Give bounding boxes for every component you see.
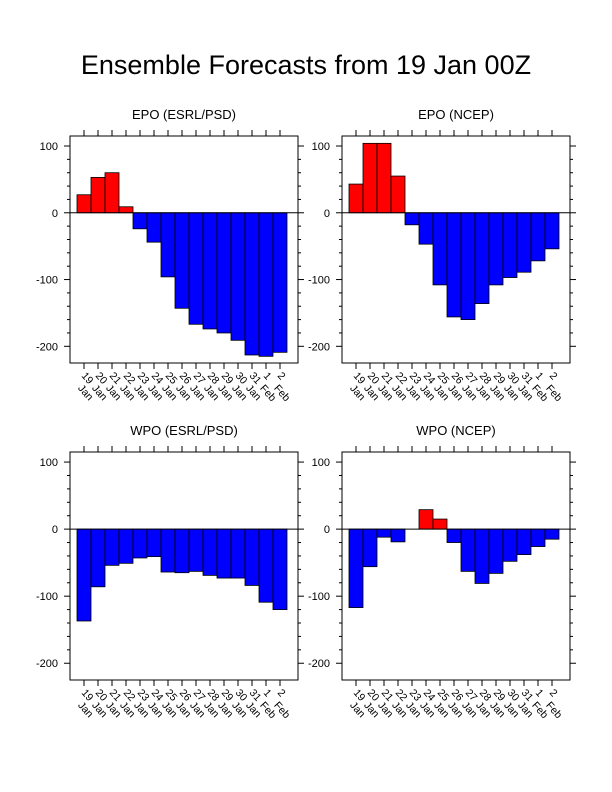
panel-title: EPO (ESRL/PSD) (132, 107, 236, 122)
y-tick-label: -200 (308, 341, 330, 353)
bar (174, 212, 190, 309)
bar (104, 172, 120, 214)
y-tick-label: 100 (312, 141, 330, 153)
bar (446, 528, 462, 543)
bar (90, 528, 106, 588)
bar (502, 212, 518, 278)
bar (174, 528, 190, 574)
bar (146, 528, 162, 558)
bar (418, 509, 434, 530)
bar (202, 212, 218, 330)
bar (516, 212, 532, 273)
bar (272, 528, 288, 610)
bar (362, 142, 378, 214)
plot-frame (341, 135, 571, 364)
y-tick-label: 0 (52, 524, 58, 536)
bar (104, 528, 120, 566)
bar (530, 212, 546, 262)
bar (132, 212, 148, 230)
panel-title: WPO (NCEP) (416, 423, 495, 438)
bar (474, 212, 490, 304)
bar (390, 528, 406, 543)
bar (544, 212, 560, 250)
bar (530, 528, 546, 547)
bar (188, 212, 204, 325)
bar (516, 528, 532, 556)
plot-frame (69, 451, 299, 681)
bar (76, 528, 92, 622)
bar (90, 176, 106, 214)
y-tick-label: -200 (36, 341, 58, 353)
bar (544, 528, 560, 540)
bar (118, 206, 134, 214)
bar (160, 212, 176, 278)
bar (432, 212, 448, 286)
bar (244, 528, 260, 586)
bar (432, 518, 448, 530)
panel-title: EPO (NCEP) (418, 107, 494, 122)
panel-epo-esrl: EPO (ESRL/PSD)1000-100-20019Jan20Jan21Ja… (36, 107, 304, 404)
bar (502, 528, 518, 562)
y-tick-label: -100 (308, 591, 330, 603)
bar (362, 528, 378, 568)
bar (474, 528, 490, 584)
bar (258, 212, 274, 357)
bar (404, 212, 420, 226)
bar (118, 528, 134, 564)
bar (230, 212, 246, 341)
bar (230, 528, 246, 579)
bar (348, 528, 364, 608)
bar (188, 528, 204, 572)
panel-wpo-esrl: WPO (ESRL/PSD)1000-100-20019Jan20Jan21Ja… (36, 423, 304, 721)
bar (216, 212, 232, 334)
bar (460, 212, 476, 321)
bar (216, 528, 232, 579)
y-tick-label: 0 (52, 208, 58, 220)
y-tick-label: 0 (324, 524, 330, 536)
bar (202, 528, 218, 576)
y-tick-label: -200 (36, 658, 58, 670)
bar (376, 142, 392, 214)
y-tick-label: 100 (312, 457, 330, 469)
bar (132, 528, 148, 559)
y-tick-label: 0 (324, 208, 330, 220)
bar (488, 212, 504, 286)
y-tick-label: 100 (40, 457, 58, 469)
panel-title: WPO (ESRL/PSD) (130, 423, 238, 438)
plot-frame (69, 135, 299, 364)
y-tick-label: -200 (308, 658, 330, 670)
y-tick-label: -100 (36, 591, 58, 603)
bar (258, 528, 274, 603)
bar (418, 212, 434, 245)
bar (488, 528, 504, 574)
bar (446, 212, 462, 318)
bar (146, 212, 162, 243)
bar (460, 528, 476, 572)
y-tick-label: -100 (308, 275, 330, 287)
bar (76, 194, 92, 214)
panel-wpo-ncep: WPO (NCEP)1000-100-20019Jan20Jan21Jan22J… (308, 423, 576, 721)
y-tick-label: 100 (40, 141, 58, 153)
panel-epo-ncep: EPO (NCEP)1000-100-20019Jan20Jan21Jan22J… (308, 107, 576, 404)
bar (160, 528, 176, 573)
y-tick-label: -100 (36, 275, 58, 287)
bar (390, 175, 406, 214)
bar (272, 212, 288, 353)
bar (348, 183, 364, 214)
bar (244, 212, 260, 356)
plot-frame (341, 451, 571, 681)
page-title: Ensemble Forecasts from 19 Jan 00Z (80, 50, 532, 80)
bar (376, 528, 392, 538)
